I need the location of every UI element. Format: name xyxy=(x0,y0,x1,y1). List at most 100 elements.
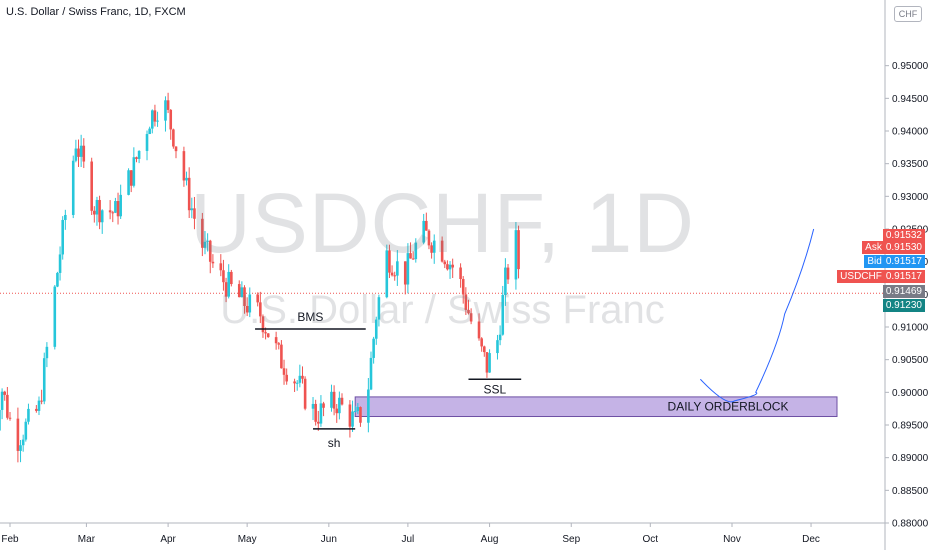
candle-up xyxy=(385,250,389,298)
candle-down xyxy=(224,282,228,297)
candle-up xyxy=(448,264,452,270)
candle-up xyxy=(203,241,207,248)
indicator-tag-1: 0.91469 xyxy=(882,285,925,298)
y-tick-label: 0.94000 xyxy=(892,127,929,138)
x-tick-label: Jul xyxy=(401,534,414,545)
candle-down xyxy=(506,267,510,280)
candle-up xyxy=(145,134,149,151)
candle-down xyxy=(332,391,336,409)
candle-down xyxy=(277,343,281,345)
candle-up xyxy=(372,338,375,358)
candle-down xyxy=(211,261,215,264)
candle-down xyxy=(261,316,265,333)
y-tick-label: 0.95000 xyxy=(892,61,929,72)
candle-down xyxy=(201,218,204,248)
candle-down xyxy=(285,374,288,382)
candle-up xyxy=(311,403,315,409)
currency-button[interactable]: CHF xyxy=(894,6,922,22)
candle-up xyxy=(414,242,418,260)
candle-down xyxy=(274,337,278,344)
candle-down xyxy=(301,375,304,379)
candle-down xyxy=(108,210,112,213)
candle-down xyxy=(322,403,325,408)
orderblock-label: DAILY ORDERBLOCK xyxy=(668,400,789,414)
candle-down xyxy=(483,346,486,353)
candle-up xyxy=(119,194,122,217)
projection-curve xyxy=(700,228,815,403)
candle-down xyxy=(174,146,178,152)
candle-down xyxy=(411,258,415,260)
candle-up xyxy=(501,294,505,335)
candle-down xyxy=(40,400,43,402)
candle-down xyxy=(129,170,133,186)
candle-up xyxy=(353,411,357,413)
candle-up xyxy=(248,294,252,313)
y-tick-label: 0.93000 xyxy=(892,192,929,203)
candle-down xyxy=(219,263,223,271)
candle-up xyxy=(514,230,518,280)
candle-down xyxy=(208,240,212,262)
candle-down xyxy=(82,145,86,162)
y-tick-label: 0.94500 xyxy=(892,94,929,105)
x-tick-label: Apr xyxy=(160,534,176,545)
candle-up xyxy=(21,439,25,446)
x-tick-label: Feb xyxy=(1,534,19,545)
candle-up xyxy=(422,220,425,243)
candle-down xyxy=(264,332,267,334)
candle-up xyxy=(330,391,333,408)
candle-down xyxy=(316,421,320,424)
y-tick-label: 0.93500 xyxy=(892,159,929,170)
candle-up xyxy=(432,240,436,253)
candle-up xyxy=(295,382,299,384)
candle-up xyxy=(148,128,151,135)
candle-up xyxy=(206,240,209,242)
y-tick-label: 0.90500 xyxy=(892,355,929,366)
candle-up xyxy=(114,201,117,213)
candle-up xyxy=(56,272,59,287)
candle-down xyxy=(340,397,344,405)
candle-down xyxy=(111,212,115,214)
candle-down xyxy=(245,305,249,313)
x-tick-label: Nov xyxy=(723,534,741,545)
candle-down xyxy=(440,240,444,262)
candle-down xyxy=(427,230,431,246)
candle-down xyxy=(169,109,173,130)
candle-down xyxy=(459,267,462,280)
candle-down xyxy=(16,418,20,451)
x-tick-label: Sep xyxy=(562,534,580,545)
ssl-label: SSL xyxy=(483,382,506,396)
candle-up xyxy=(71,160,75,215)
candle-up xyxy=(127,170,130,195)
candle-up xyxy=(64,214,67,220)
ask-price-tag: Ask 0.91530 xyxy=(862,241,925,254)
candle-down xyxy=(230,271,233,285)
candle-up xyxy=(504,267,507,295)
candle-up xyxy=(74,148,78,161)
candle-down xyxy=(425,220,428,231)
candle-up xyxy=(367,389,370,423)
candle-down xyxy=(3,391,7,395)
candle-down xyxy=(77,148,80,157)
x-tick-label: Oct xyxy=(643,534,659,545)
bms-label: BMS xyxy=(297,310,323,324)
candle-up xyxy=(27,408,30,422)
candle-down xyxy=(388,250,391,273)
candle-down xyxy=(403,261,407,285)
candle-up xyxy=(100,210,104,223)
candle-up xyxy=(0,391,4,410)
candle-down xyxy=(90,161,93,211)
candle-down xyxy=(8,417,12,419)
candle-up xyxy=(498,334,502,341)
candle-down xyxy=(243,287,246,306)
candle-down xyxy=(409,253,412,259)
candle-down xyxy=(469,313,473,322)
y-tick-label: 0.90000 xyxy=(892,388,929,399)
candle-up xyxy=(58,254,62,273)
candle-up xyxy=(351,411,354,427)
candle-down xyxy=(517,230,520,270)
sh-label: sh xyxy=(328,436,341,450)
y-tick-label: 0.88000 xyxy=(892,519,929,530)
y-tick-label: 0.88500 xyxy=(892,486,929,497)
candle-down xyxy=(98,199,101,223)
